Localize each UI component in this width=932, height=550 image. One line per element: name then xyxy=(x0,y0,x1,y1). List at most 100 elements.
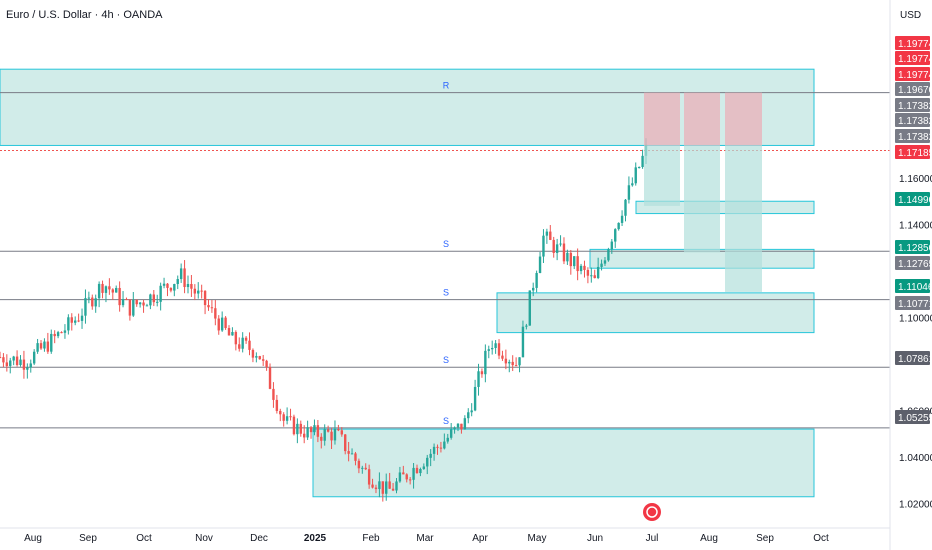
candle-body xyxy=(142,302,145,306)
candle-body xyxy=(265,360,268,368)
price-badge-bg xyxy=(895,410,930,424)
candle-body xyxy=(484,350,487,375)
price-badge: 1.17382 xyxy=(895,129,932,143)
candle-body xyxy=(26,367,29,370)
candle-body xyxy=(104,286,108,293)
x-tick-label: Mar xyxy=(416,533,434,544)
stop-loss-box[interactable] xyxy=(725,92,762,146)
candle-body xyxy=(135,299,138,305)
price-badge-text: 1.05255 xyxy=(898,413,932,424)
candle-body xyxy=(84,298,87,316)
price-badge-text: 1.10771 xyxy=(898,299,932,310)
candle-body xyxy=(473,386,477,411)
candle-body xyxy=(22,359,26,370)
candle-body xyxy=(337,429,340,431)
candle-body xyxy=(402,472,405,475)
candle-body xyxy=(344,434,347,452)
y-tick-label: 1.16000 xyxy=(899,174,932,185)
price-badge-bg xyxy=(895,98,930,112)
candle-body xyxy=(9,360,12,367)
candle-body xyxy=(559,243,562,245)
candle-body xyxy=(227,328,231,336)
y-tick-label: 1.04000 xyxy=(899,453,932,464)
candle-body xyxy=(415,467,419,474)
candle-body xyxy=(176,279,179,285)
candle-body xyxy=(12,356,15,361)
candle-body xyxy=(186,283,190,288)
candle-body xyxy=(183,268,186,288)
candle-body xyxy=(214,308,217,319)
symbol-title: Euro / U.S. Dollar · 4h · OANDA xyxy=(6,9,163,21)
candle-body xyxy=(162,283,166,286)
candle-body xyxy=(173,284,176,291)
candle-body xyxy=(101,283,104,293)
candle-body xyxy=(422,466,426,469)
candle-body xyxy=(477,371,480,387)
event-icon-circle xyxy=(643,503,661,521)
y-tick-label: 1.10000 xyxy=(899,314,932,325)
candle-body xyxy=(361,467,364,469)
event-icon-ring xyxy=(646,506,658,518)
candle-body xyxy=(326,429,330,432)
candle-body xyxy=(156,301,159,303)
candle-body xyxy=(419,468,422,474)
candle-body xyxy=(132,299,135,316)
price-badge-text: 1.19774 xyxy=(898,39,932,50)
price-badge: 1.12765 xyxy=(895,256,932,270)
candle-body xyxy=(63,330,67,333)
x-tick-label: Sep xyxy=(756,533,774,544)
take-profit-box[interactable] xyxy=(684,145,720,253)
x-tick-label: Apr xyxy=(472,533,488,544)
candle-body xyxy=(624,199,627,216)
candle-body xyxy=(0,357,2,359)
stop-loss-box[interactable] xyxy=(644,92,680,146)
price-badge-text: 1.12765 xyxy=(898,259,932,270)
candle-body xyxy=(405,474,408,480)
level-label: S xyxy=(443,355,449,365)
price-badge-bg xyxy=(895,192,930,206)
zone-box[interactable] xyxy=(496,292,815,334)
candle-body xyxy=(234,332,238,345)
candle-body xyxy=(631,183,634,186)
price-badge: 1.17382 xyxy=(895,113,932,127)
x-tick-label: Aug xyxy=(700,533,718,544)
x-tick-label: Aug xyxy=(24,533,42,544)
price-badge-bg xyxy=(895,351,930,365)
candle-body xyxy=(494,343,497,348)
take-profit-box[interactable] xyxy=(725,145,762,292)
candle-body xyxy=(501,355,504,359)
candle-body xyxy=(272,388,275,400)
candle-body xyxy=(385,481,388,494)
zone-box[interactable] xyxy=(312,428,815,498)
candle-body xyxy=(391,488,395,491)
candle-body xyxy=(436,446,439,448)
candle-body xyxy=(193,288,197,294)
price-badge-text: 1.17382 xyxy=(898,101,932,112)
candle-body xyxy=(569,252,573,267)
candle-body xyxy=(333,429,337,441)
candle-body xyxy=(603,260,607,264)
candle-body xyxy=(398,472,402,482)
price-badge-bg xyxy=(895,296,930,310)
economic-event-icon[interactable] xyxy=(643,503,661,521)
candle-body xyxy=(508,361,511,364)
candle-body xyxy=(275,399,279,411)
candle-body xyxy=(593,275,596,279)
currency-label[interactable]: USD xyxy=(900,10,922,21)
price-badge-text: 1.19774 xyxy=(898,70,932,81)
candle-body xyxy=(323,429,326,441)
candle-body xyxy=(364,467,367,470)
stop-loss-box[interactable] xyxy=(684,92,720,146)
x-tick-label: Jul xyxy=(646,533,659,544)
candle-body xyxy=(579,265,583,272)
candle-body xyxy=(285,416,289,421)
price-badge: 1.12850 xyxy=(895,240,932,254)
candle-body xyxy=(429,453,432,458)
candle-body xyxy=(255,356,258,358)
candle-body xyxy=(87,297,91,299)
candle-body xyxy=(217,318,220,331)
take-profit-box[interactable] xyxy=(644,145,680,206)
candle-body xyxy=(316,425,320,437)
x-tick-label: Jun xyxy=(587,533,603,544)
